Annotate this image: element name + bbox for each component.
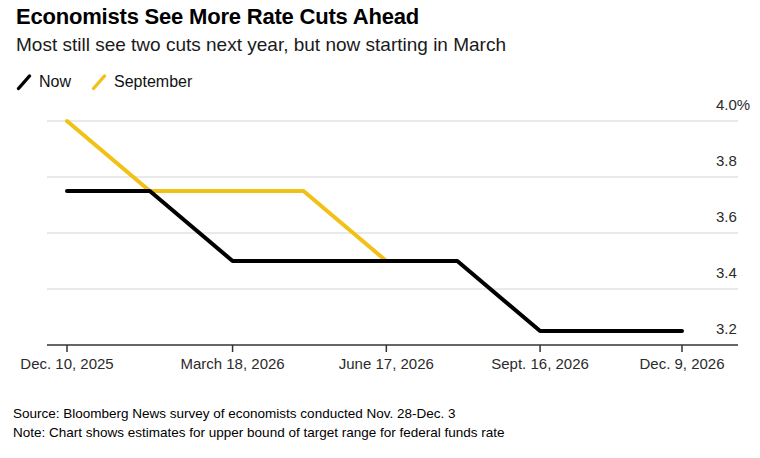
x-axis-label: Dec. 10, 2025: [0, 355, 152, 372]
chart-card: Economists See More Rate Cuts Ahead Most…: [0, 0, 760, 458]
legend-item-september: September: [91, 73, 192, 91]
legend-label: September: [114, 73, 192, 91]
footer: Source: Bloomberg News survey of economi…: [13, 405, 505, 442]
legend-label: Now: [39, 73, 71, 91]
y-axis-label: 3.2: [716, 320, 737, 337]
legend: Now September: [16, 73, 192, 91]
source-note: Source: Bloomberg News survey of economi…: [13, 405, 505, 424]
chart-title: Economists See More Rate Cuts Ahead: [16, 4, 419, 30]
y-axis-label: 3.8: [716, 152, 737, 169]
y-axis-label: 3.4: [716, 264, 737, 281]
line-chart-plot: [0, 0, 760, 458]
y-axis-label: 4.0%: [716, 96, 750, 113]
chart-subtitle: Most still see two cuts next year, but n…: [16, 34, 506, 56]
x-axis-label: June 17, 2026: [301, 355, 471, 372]
methodology-note: Note: Chart shows estimates for upper bo…: [13, 424, 505, 443]
x-axis-label: Dec. 9, 2026: [597, 355, 760, 372]
y-axis-label: 3.6: [716, 208, 737, 225]
series-line-now: [67, 191, 682, 331]
legend-slash-icon: [91, 73, 107, 91]
legend-item-now: Now: [16, 73, 71, 91]
legend-slash-icon: [16, 73, 32, 91]
x-axis-label: March 18, 2026: [148, 355, 318, 372]
